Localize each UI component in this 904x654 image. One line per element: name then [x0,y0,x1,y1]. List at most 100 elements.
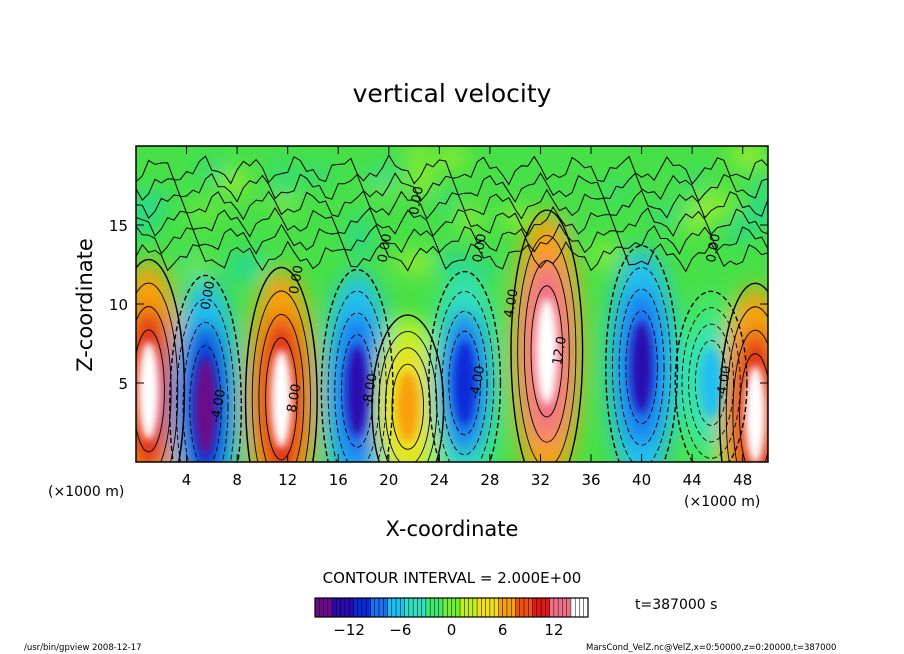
contour-line [517,234,577,462]
colorbar-segment [498,598,504,617]
turbulence-patch [224,265,256,280]
footer-left: /usr/bin/gpview 2008-12-17 [24,643,142,653]
colorbar-frame [314,597,589,618]
contour-line [244,266,318,462]
y-tick-label: 5 [118,375,128,393]
x-tick-label: 12 [278,471,297,489]
contour-label: 0.00 [470,233,490,264]
colorbar-segment [506,598,512,617]
turbulence-patch [409,163,434,195]
colorbar-segment [315,598,320,617]
x-tick-label: 40 [632,471,651,489]
contour-line [428,270,502,462]
contour-line [175,298,236,462]
colorbar-segment [558,598,563,617]
contour-line [136,223,768,255]
contour-line [258,313,305,462]
contour-line [625,310,658,425]
contour-line [136,282,179,462]
colorbar-segment [383,598,388,617]
x-unit-left: (×1000 m) [48,484,124,500]
contour-line [435,291,495,462]
turbulence-patch [743,202,768,227]
colorbar-segment [336,598,341,617]
colorbar-segment [489,598,495,617]
colorbar-segment [370,598,376,617]
colorbar-segment [332,598,337,617]
contour-line [136,258,186,462]
cell-contour-label: -4.00 [208,388,229,424]
contour-line [391,363,424,450]
contour-line [510,209,584,462]
colorbar-segment [408,598,414,617]
colorbar-segment [434,598,440,617]
turbulence-patch [594,242,617,270]
cell-core [194,357,217,456]
colorbar-segment [570,598,576,617]
turbulence-patch [474,259,499,279]
cell-core [700,348,722,418]
colorbar-segment [566,598,572,617]
turbulence-patch [136,190,168,219]
colorbar-segment [361,598,367,617]
colorbar-segment [349,598,354,617]
colorbar-segment [387,598,393,617]
colorbar-segment [460,598,465,617]
cell-core [138,341,160,441]
contour-label: 4.00 [502,288,522,319]
colorbar-segment [400,598,405,617]
colorbar-segment [485,598,491,617]
cell-core [397,372,419,442]
turbulence-patch [729,146,767,169]
contour-line [251,290,311,462]
y-axis: 5 10 15 [109,217,768,393]
colorbar-segment [494,598,499,617]
contour-line [136,329,165,453]
turbulence-patch [394,251,434,275]
y-tick-label: 10 [109,296,128,314]
x-tick-label: 20 [379,471,398,489]
x-tick-label: 44 [683,471,702,489]
contour-line [441,310,488,456]
colorbar-segment [327,598,333,617]
colorbar-segment [549,598,555,617]
turbulence-patch [726,220,753,243]
colorbar-tick-label: −12 [333,621,365,639]
turbulence-patch [436,193,456,210]
colorbar-segment [545,598,551,617]
colorbar-segment [528,598,533,617]
contour-line [530,285,564,418]
contour-line [136,240,768,273]
time-label: t=387000 s [635,597,717,613]
contour-interval-label: CONTOUR INTERVAL = 2.000E+00 [323,569,582,587]
x-tick-label: 32 [531,471,550,489]
contour-line [169,274,243,462]
colorbar-segment [481,598,487,617]
cell-core [454,341,476,425]
colorbar-segment [378,598,384,617]
colorbar-segment [421,598,427,617]
x-axis: 4 8 12 16 20 24 28 32 36 40 44 48 [182,146,752,489]
contour-line [448,330,481,436]
colorbar-tick-label: 6 [498,621,508,639]
colorbar-segment [447,598,452,617]
colorbar-segment [532,598,538,617]
contour-label: 0.00 [287,264,307,295]
colorbar-segment [562,598,568,617]
colorbar-segment [438,598,444,617]
colorbar-segment [430,598,435,617]
contour-line [136,188,768,221]
x-tick-label: 28 [480,471,499,489]
contour-line [718,282,768,462]
contour-line [136,306,172,462]
footer-right: MarsCond_VelZ.nc@VelZ,x=0:50000,z=0:2000… [586,643,836,653]
contour-label: 0.00 [375,233,395,264]
colorbar-segment [472,598,478,617]
turbulence-patch [365,166,401,189]
x-axis-label: X-coordinate [386,517,519,541]
colorbar-tick-label: 12 [544,621,563,639]
turbulence-patch [271,161,292,174]
colorbar-segment [353,598,359,617]
colorbar-segment [511,598,516,617]
